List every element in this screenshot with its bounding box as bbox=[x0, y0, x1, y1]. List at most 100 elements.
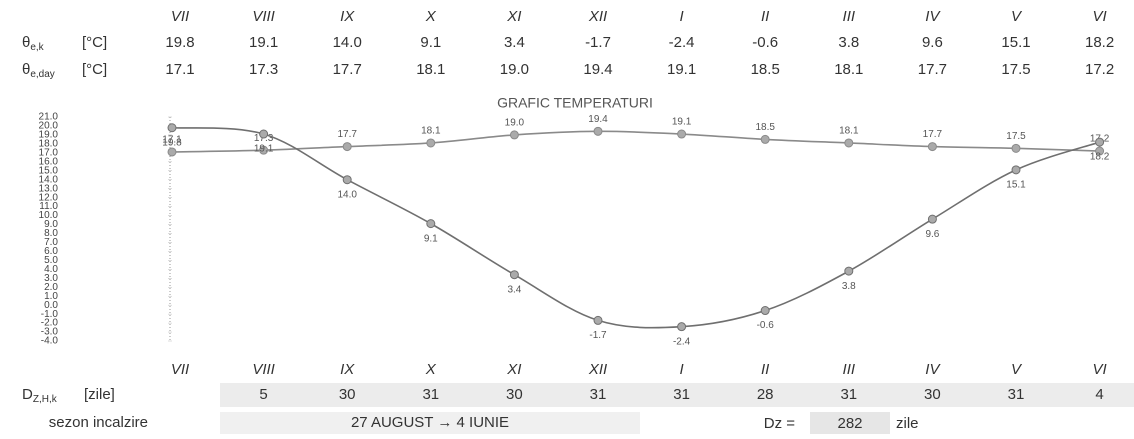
y-tick-label: 14.0 bbox=[39, 174, 59, 185]
y-tick-label: 10.0 bbox=[39, 210, 59, 221]
y-tick-label: 3.0 bbox=[44, 273, 58, 284]
y-tick-label: -3.0 bbox=[41, 327, 59, 338]
data-label: 17.7 bbox=[923, 129, 943, 140]
month-header: VII bbox=[171, 8, 189, 25]
data-point bbox=[593, 315, 603, 325]
row-symbol: θe,k bbox=[22, 34, 45, 53]
cell: 31 bbox=[590, 386, 607, 403]
subscript: e,k bbox=[30, 42, 44, 53]
cell: 15.1 bbox=[1001, 34, 1030, 51]
month-header: XII bbox=[588, 8, 607, 25]
symbol: θ bbox=[22, 34, 30, 51]
cell: 18.5 bbox=[751, 61, 780, 78]
month-footer: VII bbox=[171, 361, 189, 378]
month-header: V bbox=[1011, 8, 1023, 25]
cell: 31 bbox=[840, 386, 857, 403]
cell: 19.4 bbox=[583, 61, 612, 78]
month-header: I bbox=[680, 8, 684, 25]
month-header: II bbox=[761, 8, 769, 25]
cell: 18.1 bbox=[834, 61, 863, 78]
cell: 3.4 bbox=[504, 34, 525, 51]
cell: 17.2 bbox=[1085, 61, 1114, 78]
cell: 17.1 bbox=[165, 61, 194, 78]
month-footer: XI bbox=[506, 361, 521, 378]
cell: 30 bbox=[506, 386, 523, 403]
y-tick-label: 8.0 bbox=[44, 228, 58, 239]
y-tick-label: 21.0 bbox=[39, 112, 59, 123]
data-label: 14.0 bbox=[337, 189, 357, 200]
month-header: IV bbox=[925, 8, 941, 25]
cell: 31 bbox=[673, 386, 690, 403]
month-footer: X bbox=[425, 361, 437, 378]
season-period: 27 AUGUST → 4 IUNIE bbox=[351, 414, 509, 431]
data-point bbox=[426, 219, 436, 229]
data-label: -2.4 bbox=[673, 336, 691, 347]
y-tick-label: 7.0 bbox=[44, 237, 58, 248]
subscript: Z,H,k bbox=[33, 394, 58, 405]
month-header: IX bbox=[340, 8, 355, 25]
data-label: 15.1 bbox=[1006, 180, 1026, 191]
month-header: X bbox=[425, 8, 437, 25]
cell: 19.1 bbox=[249, 34, 278, 51]
y-tick-label: 6.0 bbox=[44, 246, 58, 257]
y-tick-label: 9.0 bbox=[44, 219, 58, 230]
data-label: -0.6 bbox=[757, 320, 775, 331]
data-label: 17.7 bbox=[337, 129, 357, 140]
cell: 19.0 bbox=[500, 61, 529, 78]
dz-value: 282 bbox=[837, 415, 862, 432]
cell: 28 bbox=[757, 386, 774, 403]
y-tick-label: 15.0 bbox=[39, 165, 59, 176]
y-tick-label: -2.0 bbox=[41, 318, 59, 329]
cell: 17.5 bbox=[1001, 61, 1030, 78]
month-footer: III bbox=[843, 361, 856, 378]
cell: 4 bbox=[1095, 386, 1103, 403]
y-tick-label: 20.0 bbox=[39, 121, 59, 132]
data-label: -1.7 bbox=[589, 330, 607, 341]
data-point bbox=[259, 145, 269, 155]
cell: 17.7 bbox=[918, 61, 947, 78]
y-tick-label: 12.0 bbox=[39, 192, 59, 203]
month-footer: XII bbox=[588, 361, 607, 378]
cell: 3.8 bbox=[838, 34, 859, 51]
cell: 18.2 bbox=[1085, 34, 1114, 51]
data-point bbox=[1011, 165, 1021, 175]
symbol: θ bbox=[22, 61, 30, 78]
data-point bbox=[342, 142, 352, 152]
chart-title: GRAFIC TEMPERATURI bbox=[497, 95, 653, 111]
month-footer: IX bbox=[340, 361, 355, 378]
y-tick-label: 18.0 bbox=[39, 139, 59, 150]
data-label: 19.4 bbox=[588, 114, 608, 125]
data-label: 19.0 bbox=[505, 118, 525, 129]
data-point bbox=[927, 142, 937, 152]
dz-unit: zile bbox=[896, 415, 919, 432]
cell: -0.6 bbox=[752, 34, 778, 51]
y-tick-label: 0.0 bbox=[44, 300, 58, 311]
data-label: 18.1 bbox=[839, 126, 859, 137]
data-point bbox=[844, 138, 854, 148]
data-point bbox=[426, 138, 436, 148]
series-line bbox=[171, 130, 1100, 153]
row-shade bbox=[220, 383, 1134, 407]
value-shade bbox=[810, 412, 890, 434]
row-unit: [zile] bbox=[84, 386, 115, 403]
data-point bbox=[1011, 143, 1021, 153]
y-tick-label: -1.0 bbox=[41, 309, 59, 320]
y-tick-label: -4.0 bbox=[41, 336, 59, 347]
cell: 30 bbox=[924, 386, 941, 403]
cell: 31 bbox=[422, 386, 439, 403]
data-point bbox=[167, 147, 177, 157]
data-point bbox=[167, 123, 177, 133]
data-label: 17.1 bbox=[162, 135, 182, 146]
cell: 19.1 bbox=[667, 61, 696, 78]
y-tick-label: 11.0 bbox=[39, 201, 58, 212]
y-tick-label: 1.0 bbox=[44, 291, 58, 302]
cell: 18.1 bbox=[416, 61, 445, 78]
cell: 30 bbox=[339, 386, 356, 403]
data-point bbox=[509, 270, 519, 280]
symbol: D bbox=[22, 386, 33, 403]
row-unit: [°C] bbox=[82, 34, 107, 51]
data-label: 3.4 bbox=[507, 284, 521, 295]
cell: -2.4 bbox=[669, 34, 695, 51]
data-point bbox=[760, 306, 770, 316]
row-shade bbox=[220, 412, 640, 434]
